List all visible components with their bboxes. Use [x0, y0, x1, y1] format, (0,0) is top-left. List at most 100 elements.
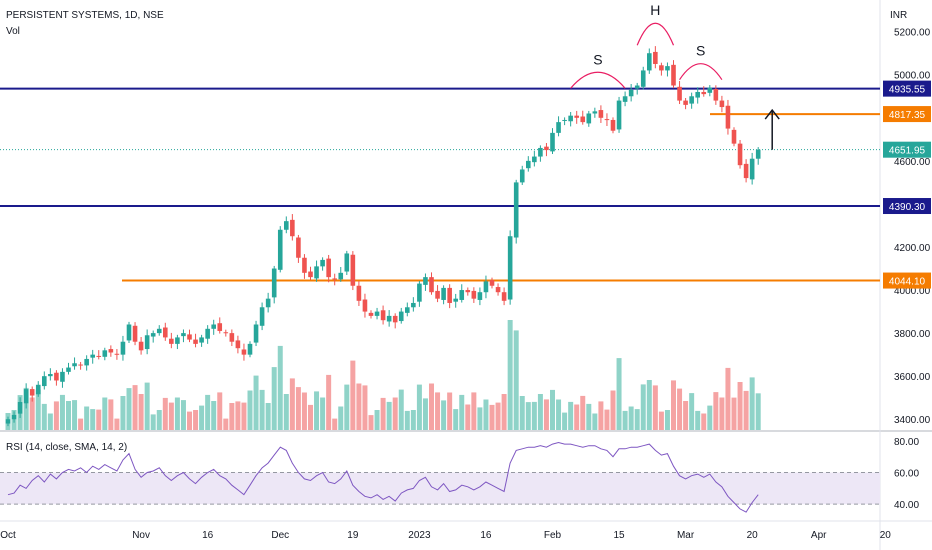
- candle-body[interactable]: [271, 268, 277, 298]
- candle-body[interactable]: [610, 119, 616, 131]
- candle-body[interactable]: [102, 350, 108, 357]
- candle-body[interactable]: [477, 292, 483, 300]
- annotation-layer[interactable]: S H S: [570, 2, 780, 150]
- candle-body[interactable]: [719, 100, 725, 108]
- candle-body[interactable]: [66, 367, 71, 372]
- candle-body[interactable]: [731, 129, 737, 144]
- candle-body[interactable]: [489, 280, 495, 286]
- pattern-arc[interactable]: [570, 71, 626, 89]
- candle-body[interactable]: [562, 119, 567, 121]
- candle-body[interactable]: [392, 315, 398, 323]
- pattern-arc[interactable]: [679, 63, 723, 80]
- candle-body[interactable]: [84, 358, 89, 366]
- candle-body[interactable]: [640, 70, 646, 87]
- candle-body[interactable]: [659, 65, 664, 71]
- candle-body[interactable]: [368, 312, 374, 316]
- candle-body[interactable]: [60, 371, 65, 382]
- candle-body[interactable]: [453, 298, 458, 302]
- candle-body[interactable]: [405, 307, 410, 313]
- candle-body[interactable]: [362, 299, 368, 312]
- candle-body[interactable]: [120, 341, 126, 355]
- candle-body[interactable]: [550, 132, 555, 152]
- candle-body[interactable]: [277, 229, 283, 270]
- candle-body[interactable]: [265, 298, 271, 308]
- candle-body[interactable]: [671, 64, 676, 86]
- candle-body[interactable]: [689, 96, 694, 104]
- candle-body[interactable]: [326, 258, 331, 278]
- candle-body[interactable]: [205, 328, 210, 339]
- candle-body[interactable]: [695, 91, 700, 98]
- candle-body[interactable]: [701, 91, 707, 95]
- candle-body[interactable]: [54, 372, 59, 381]
- candle-body[interactable]: [616, 100, 622, 130]
- candle-body[interactable]: [707, 87, 713, 93]
- candle-body[interactable]: [604, 119, 610, 121]
- candle-body[interactable]: [5, 419, 11, 424]
- candle-body[interactable]: [380, 310, 386, 321]
- pattern-arc[interactable]: [636, 22, 675, 46]
- candle-body[interactable]: [187, 334, 192, 340]
- candle-body[interactable]: [423, 277, 428, 285]
- candle-body[interactable]: [743, 163, 749, 179]
- candle-body[interactable]: [253, 324, 259, 343]
- candle-body[interactable]: [398, 311, 404, 322]
- candle-body[interactable]: [749, 158, 755, 180]
- candle-body[interactable]: [501, 292, 507, 301]
- candle-body[interactable]: [223, 332, 229, 334]
- candle-body[interactable]: [144, 335, 150, 350]
- candle-body[interactable]: [755, 149, 761, 159]
- candle-body[interactable]: [580, 116, 586, 123]
- candle-body[interactable]: [78, 364, 83, 366]
- candle-body[interactable]: [411, 302, 416, 308]
- candle-body[interactable]: [465, 290, 471, 293]
- candle-body[interactable]: [163, 327, 168, 338]
- candle-body[interactable]: [290, 219, 295, 237]
- candle-body[interactable]: [513, 182, 519, 238]
- candle-body[interactable]: [23, 389, 29, 404]
- candle-body[interactable]: [386, 315, 392, 322]
- candle-body[interactable]: [677, 86, 682, 101]
- candle-body[interactable]: [193, 339, 198, 344]
- candle-body[interactable]: [713, 88, 719, 101]
- candle-body[interactable]: [42, 376, 47, 387]
- candle-body[interactable]: [48, 374, 53, 377]
- candle-body[interactable]: [665, 66, 670, 71]
- candle-body[interactable]: [526, 160, 531, 169]
- candle-body[interactable]: [114, 353, 120, 355]
- candle-body[interactable]: [574, 115, 579, 118]
- candle-body[interactable]: [653, 51, 658, 64]
- candle-body[interactable]: [35, 384, 41, 395]
- candle-body[interactable]: [568, 115, 573, 122]
- candle-body[interactable]: [150, 333, 156, 337]
- candle-body[interactable]: [459, 290, 465, 300]
- candle-body[interactable]: [538, 147, 543, 157]
- candle-body[interactable]: [532, 156, 537, 163]
- candle-body[interactable]: [725, 105, 731, 129]
- candle-body[interactable]: [647, 53, 652, 71]
- candle-body[interactable]: [108, 349, 114, 353]
- candle-body[interactable]: [356, 285, 362, 301]
- candle-body[interactable]: [211, 324, 216, 329]
- candle-body[interactable]: [332, 278, 337, 280]
- candle-body[interactable]: [241, 349, 247, 355]
- candle-body[interactable]: [622, 96, 628, 102]
- candle-body[interactable]: [447, 287, 452, 303]
- candle-body[interactable]: [90, 354, 95, 358]
- candle-body[interactable]: [314, 266, 319, 279]
- candle-body[interactable]: [199, 337, 204, 343]
- candle-body[interactable]: [471, 290, 477, 299]
- candle-body[interactable]: [598, 110, 604, 118]
- candle-body[interactable]: [229, 333, 235, 342]
- candle-body[interactable]: [737, 143, 743, 166]
- candle-body[interactable]: [586, 113, 592, 124]
- candle-body[interactable]: [628, 89, 634, 97]
- candle-body[interactable]: [96, 355, 102, 357]
- candle-body[interactable]: [344, 253, 350, 272]
- candle-body[interactable]: [683, 100, 688, 105]
- candle-body[interactable]: [11, 414, 17, 420]
- candle-body[interactable]: [308, 271, 313, 278]
- candle-body[interactable]: [72, 363, 77, 367]
- candle-body[interactable]: [483, 281, 489, 293]
- candle-body[interactable]: [417, 283, 422, 302]
